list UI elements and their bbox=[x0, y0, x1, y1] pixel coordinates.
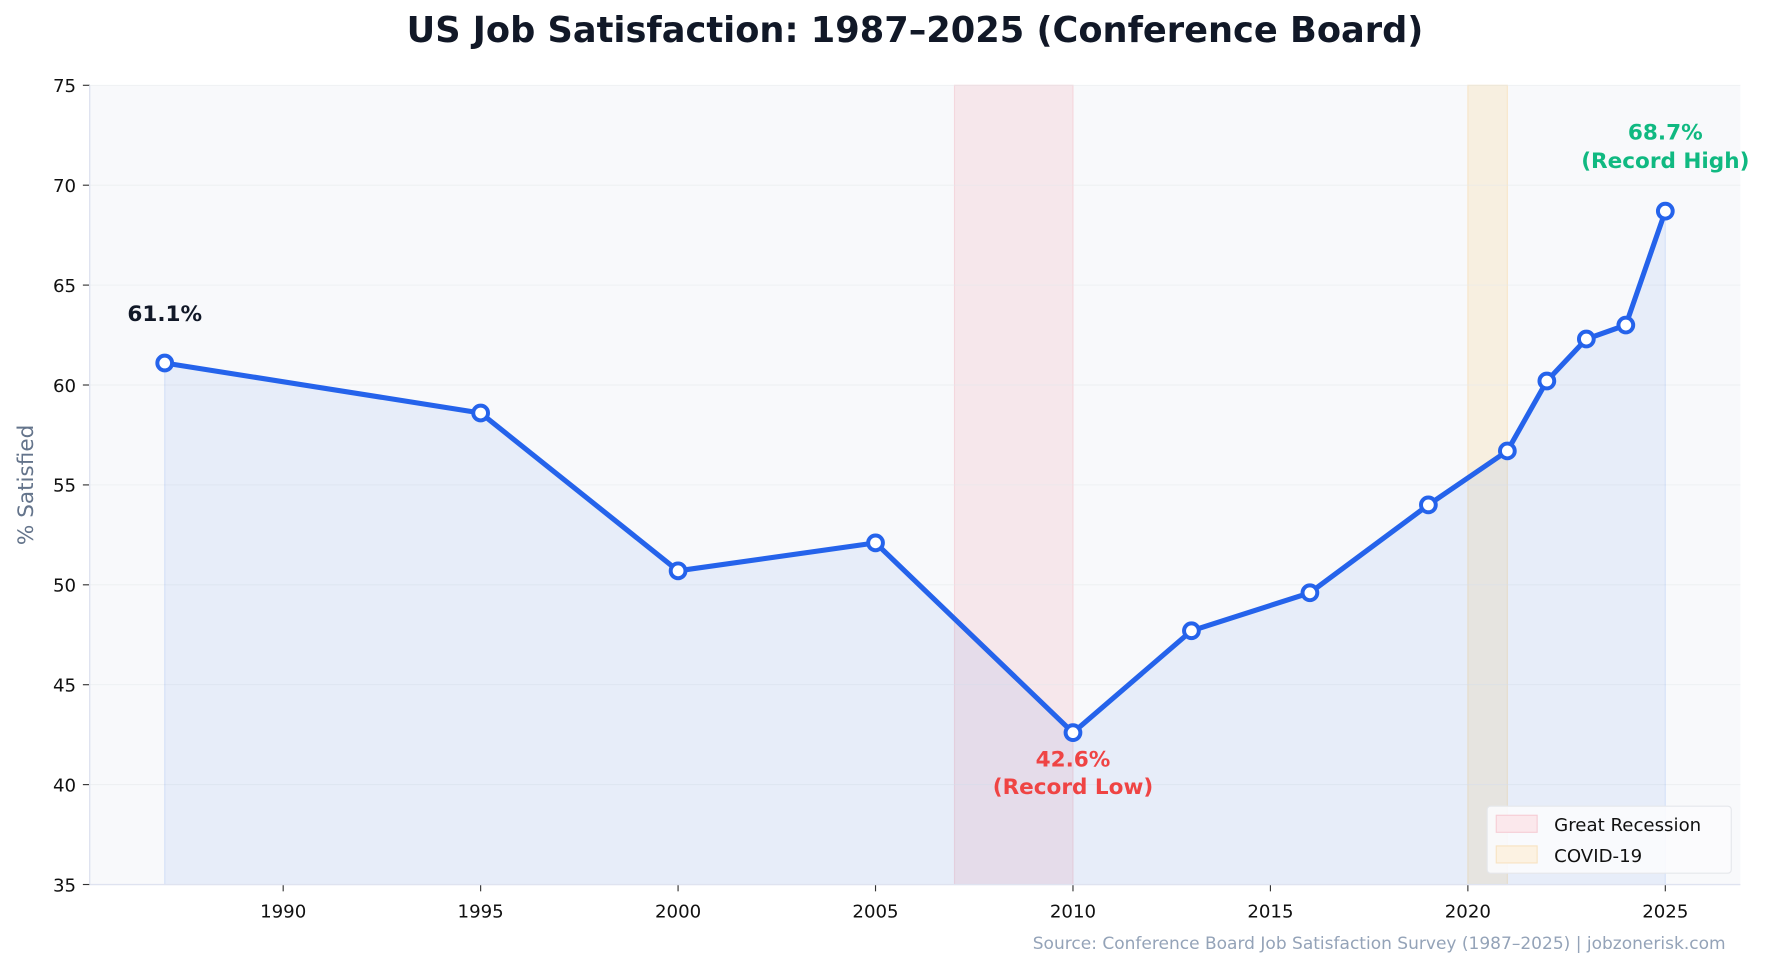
annotation-record-high: 68.7% bbox=[1628, 121, 1703, 146]
data-point bbox=[1419, 495, 1438, 515]
y-tick-label: 65 bbox=[53, 276, 76, 297]
x-tick-label: 2020 bbox=[1445, 901, 1491, 922]
annotation-record-low-label: (Record Low) bbox=[993, 775, 1153, 800]
annotation-record-low: 42.6% bbox=[1036, 748, 1111, 773]
y-tick-label: 50 bbox=[53, 576, 76, 597]
x-tick-label: 2015 bbox=[1247, 901, 1293, 922]
data-point bbox=[866, 533, 885, 553]
y-axis-label: % Satisfied bbox=[14, 425, 39, 545]
data-point bbox=[1655, 201, 1675, 221]
y-tick-label: 35 bbox=[53, 875, 76, 896]
data-point bbox=[1616, 315, 1636, 335]
data-point bbox=[155, 353, 175, 373]
legend-label-covid-19: COVID-19 bbox=[1554, 846, 1642, 867]
data-point bbox=[1537, 371, 1557, 391]
legend-box bbox=[1486, 805, 1732, 874]
data-point bbox=[1182, 621, 1201, 641]
x-tick-label: 2000 bbox=[655, 901, 701, 922]
data-point bbox=[1576, 329, 1596, 349]
legend-label-great-recession: Great Recession bbox=[1554, 815, 1701, 836]
data-point bbox=[1063, 723, 1083, 743]
y-tick-label: 60 bbox=[53, 376, 76, 397]
annotation-start: 61.1% bbox=[127, 302, 202, 327]
source-note: Source: Conference Board Job Satisfactio… bbox=[1033, 934, 1726, 954]
legend-swatch-great-recession bbox=[1495, 814, 1538, 833]
y-tick-label: 75 bbox=[53, 76, 76, 97]
x-tick-label: 2010 bbox=[1050, 901, 1096, 922]
y-tick-label: 45 bbox=[53, 676, 76, 697]
y-tick-label: 70 bbox=[53, 176, 76, 197]
legend: Great Recession COVID-19 bbox=[1486, 805, 1732, 874]
x-tick-label: 2005 bbox=[852, 901, 898, 922]
data-point bbox=[1497, 441, 1517, 461]
data-point bbox=[471, 403, 490, 423]
data-point bbox=[1300, 583, 1320, 603]
x-tick-label: 2025 bbox=[1642, 901, 1688, 922]
y-tick-label: 40 bbox=[53, 775, 76, 796]
chart-title: US Job Satisfaction: 1987–2025 (Conferen… bbox=[407, 10, 1424, 51]
data-point bbox=[668, 561, 688, 581]
legend-swatch-covid-19 bbox=[1495, 845, 1538, 864]
y-tick-label: 55 bbox=[53, 476, 76, 497]
x-tick-label: 1990 bbox=[260, 901, 306, 922]
x-tick-label: 1995 bbox=[458, 901, 504, 922]
annotation-record-high-label: (Record High) bbox=[1581, 149, 1749, 174]
